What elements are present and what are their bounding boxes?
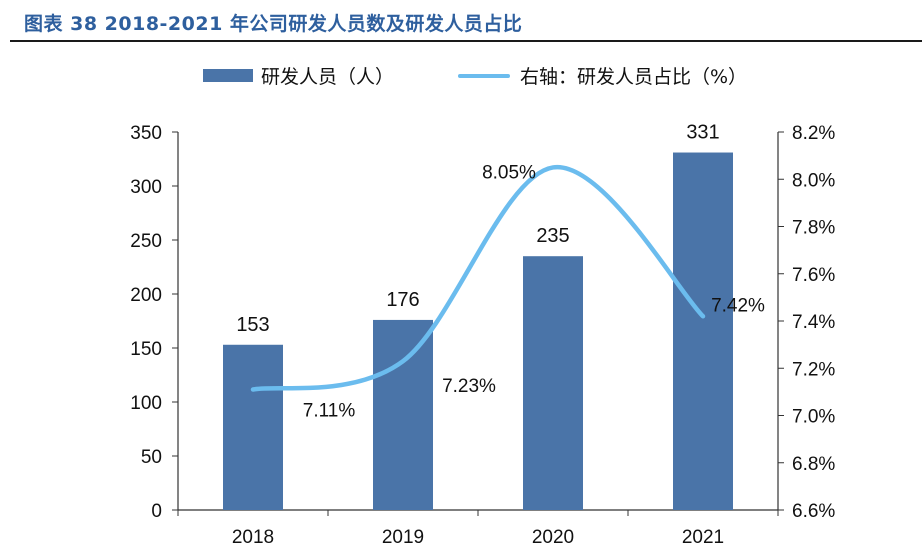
x-tick-label: 2019 (382, 527, 424, 545)
legend-label-bar: 研发人员（人） (261, 66, 395, 88)
left-tick-label: 100 (130, 393, 162, 414)
bar (673, 152, 733, 510)
left-tick-label: 150 (130, 339, 162, 360)
x-tick-label: 2018 (232, 527, 274, 545)
left-tick-label: 300 (130, 177, 162, 198)
x-tick-label: 2020 (532, 527, 574, 545)
right-tick-label: 8.0% (792, 170, 835, 191)
left-tick-label: 0 (151, 501, 162, 522)
line-data-label: 7.23% (442, 376, 496, 397)
legend-swatch-bar (203, 69, 253, 82)
ratio-line (250, 165, 706, 392)
bar (523, 256, 583, 510)
bar-data-label: 176 (386, 289, 419, 311)
right-tick-label: 7.6% (792, 265, 835, 286)
line-data-label: 7.42% (711, 295, 765, 316)
chart-legend: 研发人员（人） 右轴：研发人员占比（%） (0, 62, 922, 90)
bar-data-label: 331 (686, 122, 719, 144)
legend-swatch-line (458, 73, 510, 78)
title-divider (10, 40, 922, 42)
right-tick-label: 8.2% (792, 123, 835, 144)
x-tick-label: 2021 (682, 527, 724, 545)
line-data-label: 8.05% (482, 162, 536, 183)
bar (373, 319, 433, 510)
bar-data-label: 153 (236, 314, 269, 336)
chart-title: 图表 38 2018-2021 年公司研发人员数及研发人员占比 (24, 13, 523, 35)
right-tick-label: 7.0% (792, 407, 835, 428)
legend-item-line: 右轴：研发人员占比（%） (458, 62, 747, 89)
line-data-label: 7.11% (303, 401, 356, 422)
right-tick-label: 6.6% (792, 501, 835, 522)
left-tick-label: 200 (130, 285, 162, 306)
right-tick-label: 6.8% (792, 454, 835, 475)
left-tick-label: 250 (130, 231, 162, 252)
left-tick-label: 50 (141, 447, 162, 468)
right-tick-label: 7.4% (792, 312, 835, 333)
bar-data-label: 235 (536, 225, 569, 247)
legend-label-line: 右轴：研发人员占比（%） (520, 66, 748, 88)
left-tick-label: 350 (130, 123, 162, 144)
right-tick-label: 7.8% (792, 218, 835, 239)
right-tick-label: 7.2% (792, 359, 835, 380)
legend-item-bar: 研发人员（人） (203, 62, 394, 89)
bar (223, 344, 283, 510)
